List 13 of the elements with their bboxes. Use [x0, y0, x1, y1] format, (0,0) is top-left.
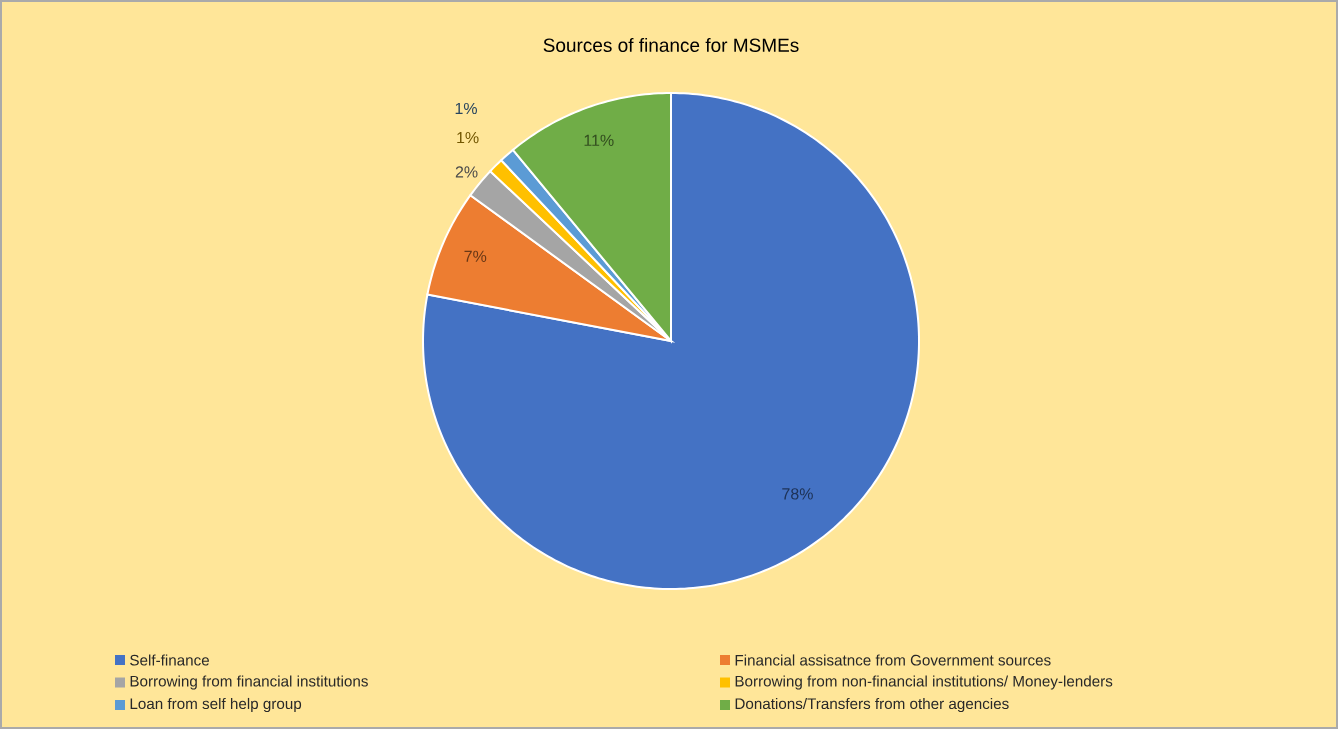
legend-label: Self-finance [130, 654, 209, 666]
legend-label: Borrowing from financial institutions [130, 675, 368, 690]
data-label: 2% [455, 166, 478, 178]
legend-label: Borrowing from non-financial institutions/ Money-lenders [735, 675, 1113, 690]
data-label: 1% [455, 102, 477, 115]
data-label: 11% [584, 134, 614, 146]
chart-title: Sources of finance for MSMEs [543, 38, 799, 52]
legend-label: Financial assisatnce from Government sources [735, 654, 1051, 666]
legend-label: Loan from self help group [130, 697, 302, 713]
data-label: 1% [457, 132, 479, 144]
legend-label: Donations/Transfers from other agencies [735, 697, 1009, 713]
data-label: 7% [464, 250, 487, 262]
data-label: 78% [782, 488, 813, 500]
